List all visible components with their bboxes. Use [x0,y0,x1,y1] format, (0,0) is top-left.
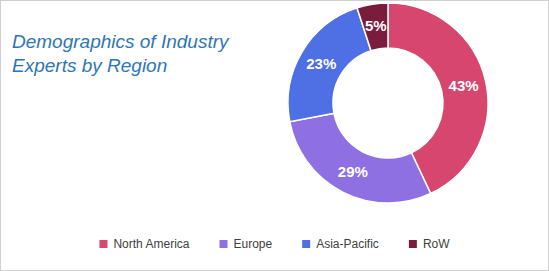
data-label: 43% [449,77,479,94]
chart-svg: 43% 29% 23% 5% North America Europe Asia-Pacif… [0,0,549,271]
legend-item: Asia-Pacific [302,237,379,251]
slice [290,113,431,203]
legend-swatch [409,240,417,248]
legend-label: RoW [423,237,450,251]
legend-label: North America [113,237,189,251]
frame [1,1,549,271]
legend-swatch [99,240,107,248]
slices [288,3,488,203]
chart-root: Demographics of Industry Experts by Regi… [0,0,549,271]
legend-label: Asia-Pacific [316,237,379,251]
slice [357,3,388,51]
slice [288,8,371,122]
data-label: 5% [365,17,387,34]
legend-label: Europe [233,237,272,251]
legend-item: Europe [219,237,272,251]
legend-item: RoW [409,237,450,251]
legend-swatch [302,240,310,248]
data-label: 23% [306,55,336,72]
legend-swatch [219,240,227,248]
legend: North America Europe Asia-Pacific RoW [99,237,450,251]
data-label: 29% [338,163,368,180]
chart-title: Demographics of Industry Experts by Regi… [12,30,262,78]
legend-item: North America [99,237,189,251]
data-labels: 43% 29% 23% 5% [306,17,478,180]
